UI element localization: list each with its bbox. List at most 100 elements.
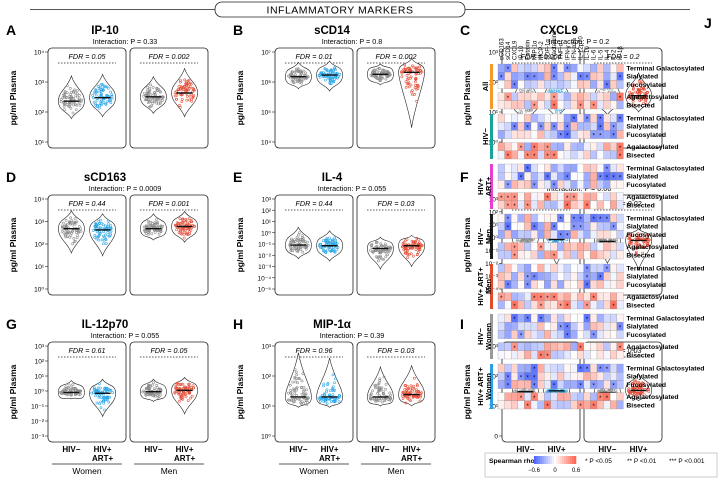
data-point: [72, 103, 75, 107]
data-point: [185, 88, 189, 92]
y-tick-label: 10⁻²: [31, 419, 45, 426]
significance-mark: *: [586, 284, 589, 290]
data-point: [520, 110, 524, 114]
heatmap-cell: [530, 250, 538, 260]
x-tick-hivneg: HIV−: [144, 445, 162, 454]
significance-mark: *: [553, 96, 556, 102]
data-point: [74, 108, 78, 112]
data-point: [389, 393, 392, 397]
data-point: [179, 79, 182, 82]
data-point: [296, 69, 299, 72]
heatmap-cell: [497, 63, 505, 73]
data-point: [182, 393, 185, 396]
heatmap-cell: [550, 400, 558, 410]
heatmap-cell: [610, 100, 617, 110]
data-point: [332, 80, 335, 84]
x-tick-hivneg: HIV−: [289, 445, 307, 454]
data-point: [175, 228, 178, 232]
y-tick-label: 10¹: [35, 374, 45, 381]
heatmap-cell: [603, 380, 611, 389]
data-point: [182, 232, 186, 236]
data-point: [59, 97, 63, 101]
interaction-label: Interaction: P = 0.33: [93, 37, 157, 46]
heatmap-cell: [590, 200, 598, 210]
heatmap-cell: [504, 142, 512, 151]
women-group-box: [501, 341, 581, 443]
data-point: [69, 216, 72, 220]
heatmap-cell: [603, 113, 611, 123]
data-point: [77, 231, 80, 235]
heatmap-cell: [577, 200, 584, 210]
significance-mark: *: [599, 367, 602, 373]
y-tick-label: 10⁶: [261, 80, 271, 87]
heatmap-cell: [537, 342, 545, 351]
significance-mark: *: [586, 204, 589, 210]
data-point: [110, 93, 114, 97]
y-tick-label: 10⁻⁵: [258, 287, 272, 294]
y-axis-label: pg/ml Plasma: [235, 217, 245, 272]
heatmap-column-label: IL-6: [592, 49, 598, 60]
data-point: [109, 226, 112, 230]
legend-gradient-step: [548, 456, 551, 464]
heatmap-cell: [557, 172, 565, 181]
data-point: [182, 236, 186, 240]
data-point: [70, 231, 73, 235]
heatmap-cell: [616, 350, 624, 360]
heatmap-cell: [610, 192, 617, 201]
data-point: [192, 386, 195, 390]
heatmap-cell: [550, 300, 558, 310]
data-point: [376, 256, 379, 259]
x-tick-hivneg: HIV−: [598, 445, 616, 454]
heatmap-cell: [511, 392, 518, 401]
heatmap-cell: [524, 300, 532, 310]
data-point: [414, 83, 418, 87]
data-point: [178, 80, 182, 84]
data-point: [105, 94, 109, 97]
significance-mark: *: [533, 75, 536, 81]
data-point: [639, 385, 643, 389]
heatmap-cell: [596, 263, 604, 273]
data-point: [333, 236, 337, 240]
data-point: [377, 382, 381, 386]
data-point: [289, 246, 293, 250]
data-point: [90, 391, 94, 395]
data-point: [95, 223, 98, 227]
data-point: [628, 234, 631, 238]
heatmap-cell: [610, 180, 617, 189]
row-label: Terminal Galactosylated: [626, 216, 704, 223]
heatmap-cell: [550, 213, 558, 223]
data-point: [188, 98, 191, 102]
data-point: [640, 383, 643, 387]
significance-mark: *: [546, 354, 549, 360]
legend-gradient-step: [564, 456, 567, 464]
heatmap-cell: [511, 230, 518, 239]
significance-mark: *: [533, 275, 536, 281]
data-point: [636, 244, 640, 247]
heatmap-cell: [537, 192, 545, 201]
data-point: [369, 392, 373, 395]
data-point: [189, 82, 193, 86]
data-point: [68, 87, 72, 90]
heatmap-column-label: IL-5: [598, 49, 604, 60]
heatmap-cell: [497, 230, 505, 239]
heatmap-cell: [583, 100, 591, 110]
heatmap-cell: [497, 242, 505, 251]
legend-gradient-step: [560, 456, 563, 464]
data-point: [302, 69, 306, 73]
heatmap-cell: [550, 200, 558, 210]
heatmap-cell: [557, 200, 565, 210]
heatmap-cell: [583, 342, 591, 351]
data-point: [515, 239, 519, 243]
significance-mark: *: [507, 217, 510, 223]
data-point: [109, 388, 113, 392]
heatmap-cell: [517, 292, 525, 301]
interaction-label: Interaction: P = 0.8: [322, 37, 382, 46]
data-point: [188, 86, 191, 90]
heatmap-cell: [570, 400, 578, 410]
data-point: [108, 234, 111, 238]
data-point: [317, 396, 321, 400]
data-point: [150, 232, 154, 235]
panel-title: IL-4: [322, 172, 343, 184]
fdr-label: FDR = 0.002: [149, 52, 190, 61]
heatmap-cell: [583, 380, 591, 389]
